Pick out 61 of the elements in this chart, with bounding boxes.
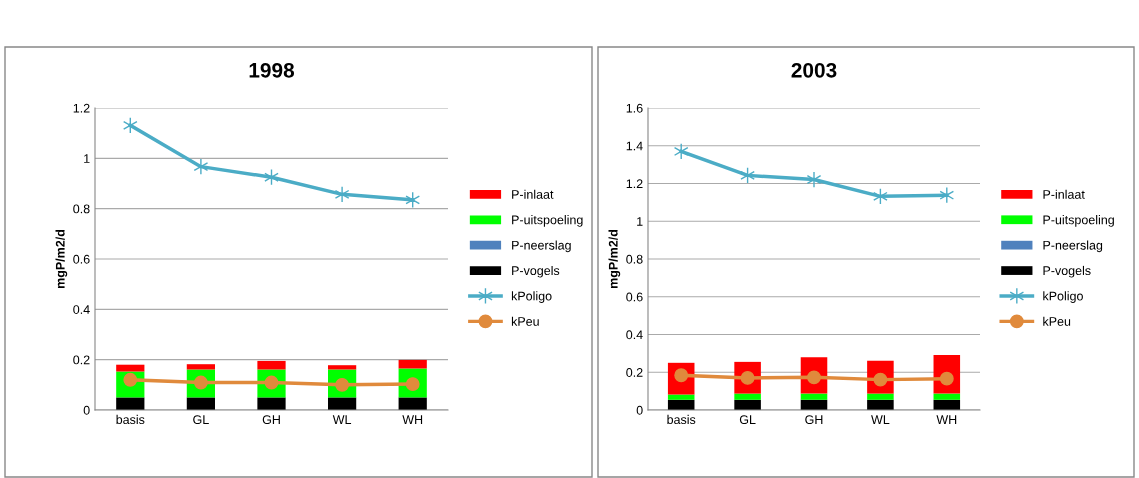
legend-label: P-uitspoeling [1043,215,1114,227]
legend-label: kPeu [1043,316,1071,326]
y-tick-label: 1.4 [626,141,643,151]
bar [398,397,427,410]
x-tick-label: basis [667,414,696,425]
legend-label: kPeu [511,316,539,326]
y-tick-label: 0.2 [626,368,643,377]
x-tick-label: GL [739,415,756,425]
y-axis-title: mgP/m2/d [55,229,68,289]
bar [116,397,145,410]
y-tick-label: 0.6 [73,254,90,264]
bar [327,365,357,370]
legend-label: P-vogels [1043,265,1091,278]
x-tick-label: GH [805,415,823,425]
bar [257,397,286,410]
y-tick-label: 0.4 [626,330,643,340]
y-tick-label: 0.4 [73,305,90,314]
y-tick-label: 0.6 [626,292,643,302]
y-tick-label: 1.2 [626,179,643,189]
bar [186,397,216,410]
y-tick-label: 0.2 [73,355,90,365]
bar [667,394,695,400]
legend-label: P-neerslag [1043,240,1103,253]
x-tick-label: basis [116,414,145,425]
y-tick-label: 1.2 [73,103,90,113]
point [193,158,209,175]
legend-label: kPoligo [511,291,552,303]
chart-title: 1998 [249,62,295,78]
bar [867,399,894,410]
y-tick-label: 0 [83,405,90,415]
bar [186,364,216,370]
legend-label: kPoligo [1043,291,1083,303]
y-tick-label: 1 [637,217,643,226]
legend-label: P-neerslag [512,240,571,253]
bar [800,393,828,400]
y-tick-label: 1.6 [626,103,643,113]
x-tick-label: WH [402,415,423,424]
point [334,185,350,203]
point [806,171,822,188]
x-tick-label: WL [871,415,890,424]
x-tick-label: WL [332,415,352,424]
y-tick-label: 0.8 [626,254,643,264]
bar [867,393,894,400]
legend-label: P-inlaat [512,189,554,199]
y-axis-title: mgP/m2/d [608,229,621,289]
x-tick-label: WH [936,415,957,424]
y-tick-label: 0 [636,405,643,415]
legend-label: P-uitspoeling [512,215,583,227]
bar [734,393,761,400]
bar [933,393,961,400]
legend-label: P-inlaat [1043,189,1085,199]
bar [257,360,286,370]
x-tick-label: GH [262,415,280,425]
x-tick-label: GL [193,415,209,425]
y-tick-label: 0.8 [73,204,90,214]
bar [327,397,357,410]
legend-label: P-vogels [512,265,560,278]
y-tick-label: 1 [84,154,90,163]
bar [398,359,427,369]
bar [734,399,761,410]
chart-title: 2003 [791,62,837,78]
